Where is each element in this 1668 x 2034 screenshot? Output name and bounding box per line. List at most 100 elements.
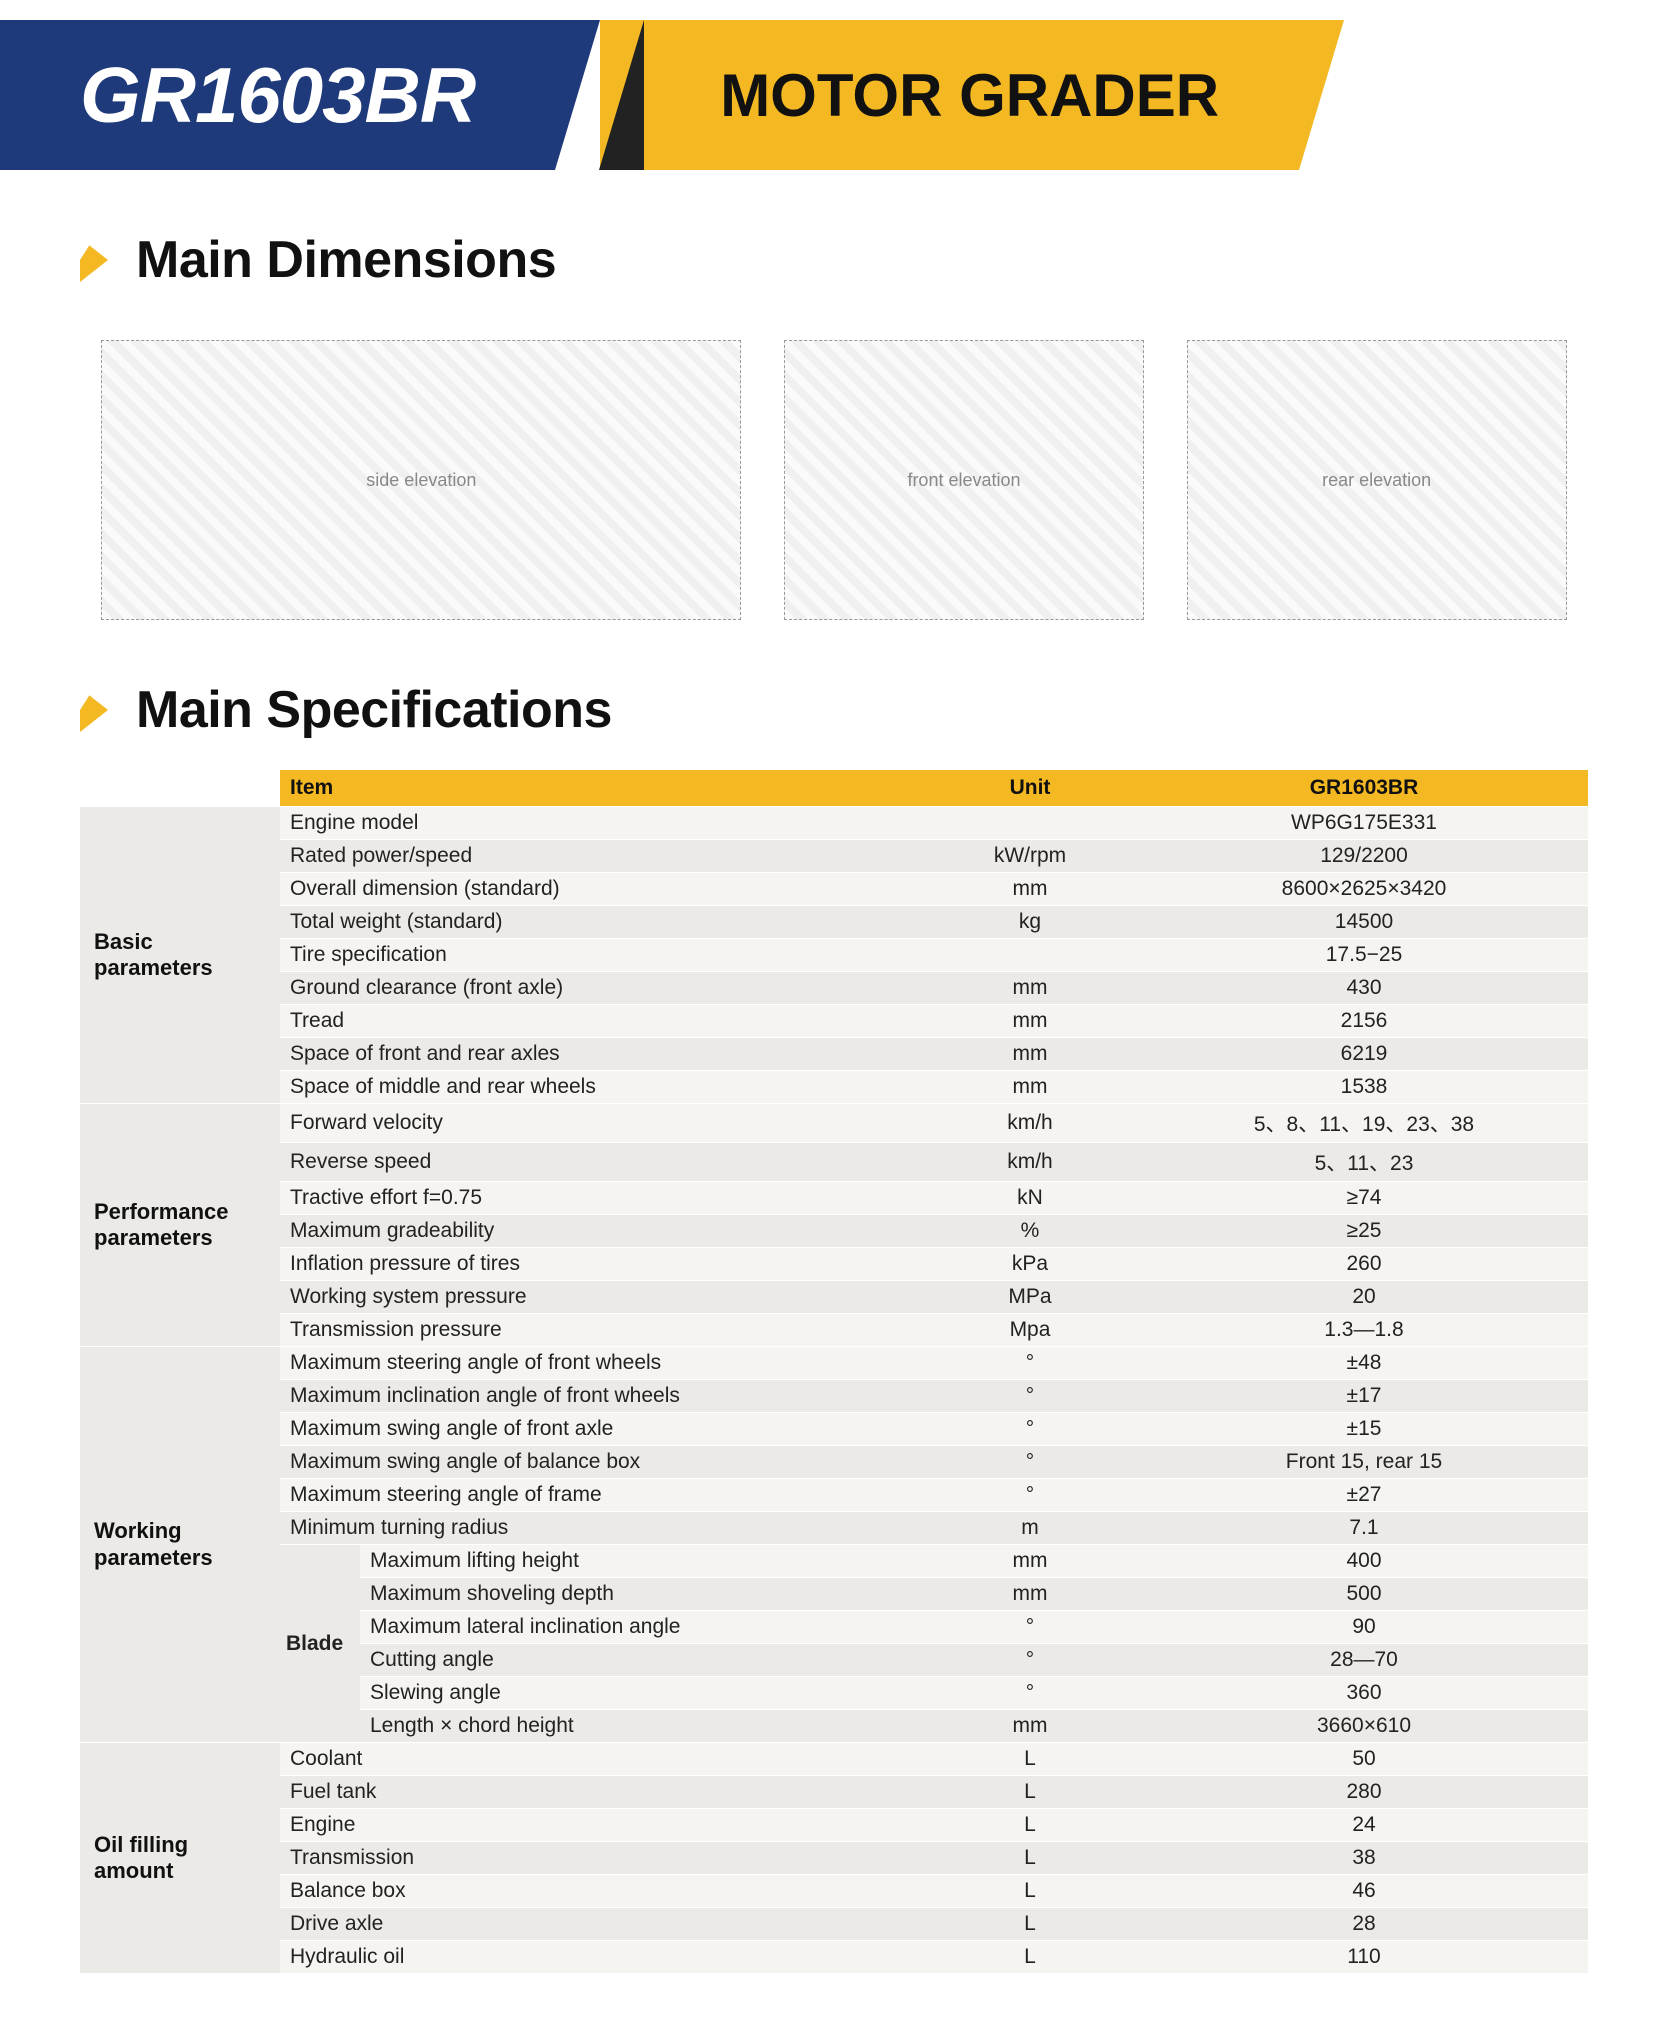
- subgroup-cell: Blade: [280, 1545, 360, 1743]
- item-cell: Maximum swing angle of balance box: [280, 1446, 920, 1479]
- item-cell: Hydraulic oil: [280, 1941, 920, 1974]
- section-title-specs: Main Specifications: [136, 680, 612, 740]
- value-cell: 46: [1140, 1875, 1588, 1908]
- unit-cell: °: [920, 1611, 1140, 1644]
- value-cell: 129/2200: [1140, 840, 1588, 873]
- value-cell: Front 15, rear 15: [1140, 1446, 1588, 1479]
- table-row: Treadmm2156: [80, 1005, 1588, 1038]
- category-cell: Basicparameters: [80, 807, 280, 1104]
- value-cell: 2156: [1140, 1005, 1588, 1038]
- item-cell: Engine model: [280, 807, 920, 840]
- value-cell: 7.1: [1140, 1512, 1588, 1545]
- model-number: GR1603BR: [0, 20, 555, 170]
- item-cell: Tire specification: [280, 939, 920, 972]
- value-cell: ±17: [1140, 1380, 1588, 1413]
- spec-table-body: BasicparametersEngine modelWP6G175E331Ra…: [80, 807, 1588, 1974]
- unit-cell: kW/rpm: [920, 840, 1140, 873]
- value-cell: 28—70: [1140, 1644, 1588, 1677]
- item-cell: Space of front and rear axles: [280, 1038, 920, 1071]
- item-cell: Tractive effort f=0.75: [280, 1182, 920, 1215]
- spec-table-wrap: Item Unit GR1603BR BasicparametersEngine…: [80, 770, 1588, 1974]
- unit-cell: °: [920, 1413, 1140, 1446]
- page: GR1603BR MOTOR GRADER Main Dimensions si…: [0, 20, 1668, 1974]
- item-cell: Coolant: [280, 1743, 920, 1776]
- unit-cell: %: [920, 1215, 1140, 1248]
- unit-cell: °: [920, 1479, 1140, 1512]
- value-cell: 20: [1140, 1281, 1588, 1314]
- item-cell: Balance box: [280, 1875, 920, 1908]
- value-cell: 6219: [1140, 1038, 1588, 1071]
- table-row: EngineL24: [80, 1809, 1588, 1842]
- table-row: Transmission pressureMpa1.3—1.8: [80, 1314, 1588, 1347]
- unit-cell: km/h: [920, 1104, 1140, 1143]
- table-row: Fuel tankL280: [80, 1776, 1588, 1809]
- category-cell: Oil fillingamount: [80, 1743, 280, 1974]
- unit-cell: °: [920, 1347, 1140, 1380]
- table-row: Balance boxL46: [80, 1875, 1588, 1908]
- unit-cell: MPa: [920, 1281, 1140, 1314]
- table-row: Hydraulic oilL110: [80, 1941, 1588, 1974]
- header-banner: GR1603BR MOTOR GRADER: [0, 20, 1668, 170]
- spec-table: Item Unit GR1603BR BasicparametersEngine…: [80, 770, 1588, 1974]
- value-cell: 260: [1140, 1248, 1588, 1281]
- value-cell: 5、8、11、19、23、38: [1140, 1104, 1588, 1143]
- unit-cell: Mpa: [920, 1314, 1140, 1347]
- value-cell: 14500: [1140, 906, 1588, 939]
- item-cell: Maximum steering angle of front wheels: [280, 1347, 920, 1380]
- unit-cell: kg: [920, 906, 1140, 939]
- table-row: Maximum gradeability%≥25: [80, 1215, 1588, 1248]
- spec-table-header-row: Item Unit GR1603BR: [80, 770, 1588, 807]
- table-row: Tractive effort f=0.75kN≥74: [80, 1182, 1588, 1215]
- item-cell: Minimum turning radius: [280, 1512, 920, 1545]
- item-cell: Rated power/speed: [280, 840, 920, 873]
- unit-cell: kPa: [920, 1248, 1140, 1281]
- table-row: Maximum swing angle of balance box°Front…: [80, 1446, 1588, 1479]
- table-row: Working system pressureMPa20: [80, 1281, 1588, 1314]
- drawing-side: side elevation: [101, 340, 741, 620]
- value-cell: ±27: [1140, 1479, 1588, 1512]
- unit-cell: [920, 939, 1140, 972]
- item-cell: Maximum lifting height: [360, 1545, 920, 1578]
- item-cell: Total weight (standard): [280, 906, 920, 939]
- value-cell: 1.3—1.8: [1140, 1314, 1588, 1347]
- table-row: Overall dimension (standard)mm8600×2625×…: [80, 873, 1588, 906]
- item-cell: Space of middle and rear wheels: [280, 1071, 920, 1104]
- table-row: Space of middle and rear wheelsmm1538: [80, 1071, 1588, 1104]
- item-cell: Length × chord height: [360, 1710, 920, 1743]
- unit-cell: mm: [920, 972, 1140, 1005]
- table-row: BladeMaximum lifting heightmm400: [80, 1545, 1588, 1578]
- item-cell: Fuel tank: [280, 1776, 920, 1809]
- item-cell: Engine: [280, 1809, 920, 1842]
- value-cell: 38: [1140, 1842, 1588, 1875]
- item-cell: Drive axle: [280, 1908, 920, 1941]
- item-cell: Reverse speed: [280, 1143, 920, 1182]
- section-head-specs: Main Specifications: [80, 680, 1668, 740]
- value-cell: 8600×2625×3420: [1140, 873, 1588, 906]
- item-cell: Maximum swing angle of front axle: [280, 1413, 920, 1446]
- item-cell: Forward velocity: [280, 1104, 920, 1143]
- dimension-drawings: side elevation front elevation rear elev…: [80, 320, 1588, 620]
- table-row: Rated power/speedkW/rpm129/2200: [80, 840, 1588, 873]
- item-cell: Maximum lateral inclination angle: [360, 1611, 920, 1644]
- value-cell: 360: [1140, 1677, 1588, 1710]
- item-cell: Slewing angle: [360, 1677, 920, 1710]
- section-title-dimensions: Main Dimensions: [136, 230, 556, 290]
- drawing-rear: rear elevation: [1187, 340, 1567, 620]
- table-row: Ground clearance (front axle)mm430: [80, 972, 1588, 1005]
- table-row: Drive axleL28: [80, 1908, 1588, 1941]
- value-cell: 28: [1140, 1908, 1588, 1941]
- unit-cell: mm: [920, 1038, 1140, 1071]
- unit-cell: kN: [920, 1182, 1140, 1215]
- value-cell: ±48: [1140, 1347, 1588, 1380]
- table-row: Reverse speedkm/h5、11、23: [80, 1143, 1588, 1182]
- value-cell: 1538: [1140, 1071, 1588, 1104]
- unit-cell: L: [920, 1743, 1140, 1776]
- table-row: Total weight (standard)kg14500: [80, 906, 1588, 939]
- item-cell: Maximum gradeability: [280, 1215, 920, 1248]
- item-cell: Inflation pressure of tires: [280, 1248, 920, 1281]
- category-cell: Workingparameters: [80, 1347, 280, 1743]
- chevron-icon: [80, 688, 108, 732]
- col-unit: Unit: [920, 770, 1140, 807]
- unit-cell: L: [920, 1809, 1140, 1842]
- table-row: Minimum turning radiusm7.1: [80, 1512, 1588, 1545]
